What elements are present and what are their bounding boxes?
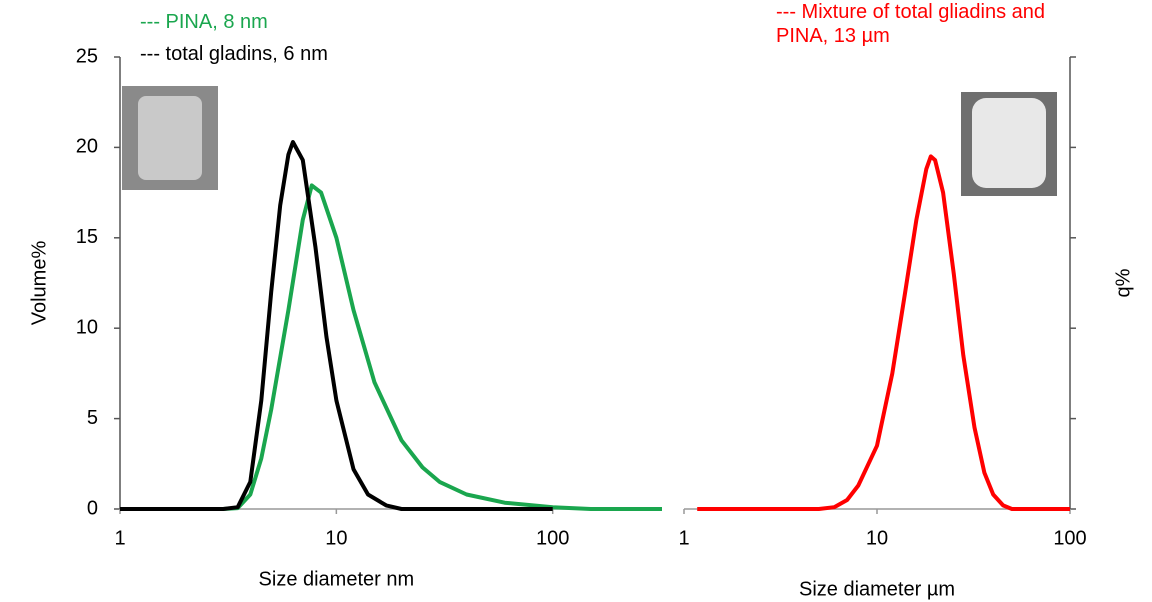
x-axis-label: Size diameter nm	[259, 568, 415, 590]
vial-turbid	[972, 98, 1046, 188]
y-tick-label: 10	[76, 316, 98, 338]
y-tick-label: 20	[76, 136, 98, 158]
y-axis-label: q%	[1112, 268, 1134, 297]
series-line	[697, 154, 1070, 511]
legend-entry: --- total gladins, 6 nm	[140, 43, 328, 65]
y-tick-label: 0	[87, 497, 98, 519]
legend-entry: --- PINA, 8 nm	[140, 11, 268, 33]
x-tick-label: 100	[536, 527, 569, 549]
x-axis-label: Size diameter µm	[799, 578, 955, 600]
legend-entry: --- Mixture of total gliadins and PINA, …	[776, 1, 1046, 47]
series-line	[120, 140, 553, 511]
series-line	[120, 183, 662, 511]
x-tick-label: 100	[1053, 527, 1086, 549]
vial-clear	[138, 96, 202, 180]
y-axis-label: Volume%	[28, 241, 50, 326]
y-tick-label: 5	[87, 407, 98, 429]
x-tick-label: 10	[325, 527, 347, 549]
y-tick-label: 15	[76, 226, 98, 248]
x-tick-label: 10	[866, 527, 888, 549]
x-tick-label: 1	[678, 527, 689, 549]
y-tick-label: 25	[76, 45, 98, 67]
x-tick-label: 1	[114, 527, 125, 549]
